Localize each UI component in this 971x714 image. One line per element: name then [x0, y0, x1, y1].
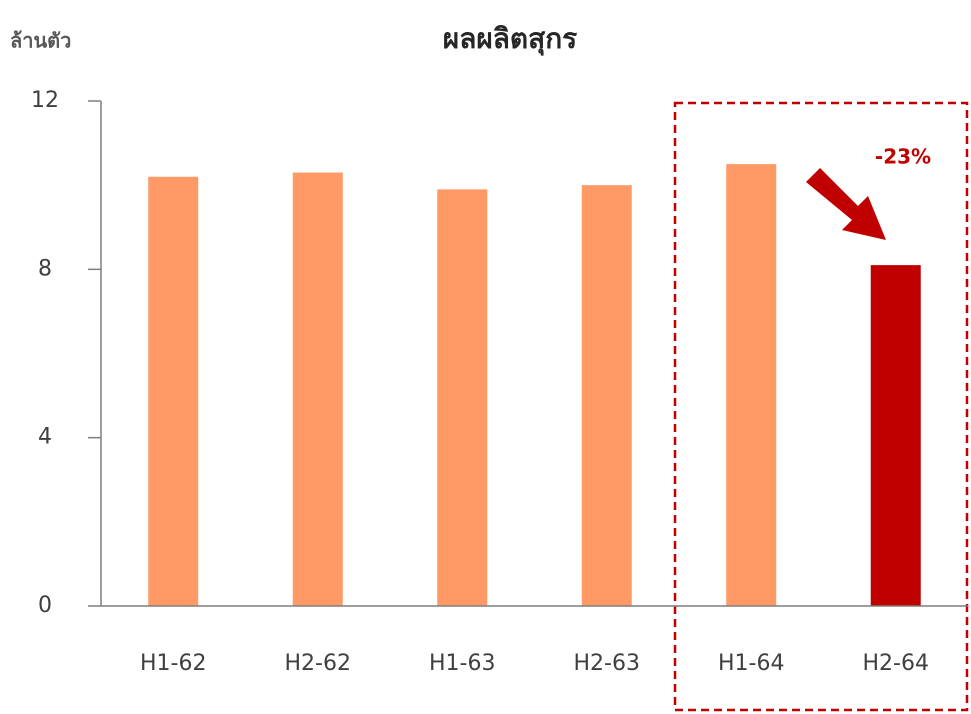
y-axis-label: ล้านตัว — [10, 29, 71, 53]
x-tick-label: H2-62 — [285, 651, 351, 676]
bar — [581, 185, 632, 606]
decline-arrow — [806, 168, 886, 240]
x-tick-label: H2-64 — [863, 651, 929, 676]
chart-title: ผลผลิตสุกร — [443, 22, 577, 56]
x-tick-label: H1-62 — [140, 651, 206, 676]
bar — [148, 176, 199, 606]
highlight-box — [673, 101, 969, 712]
bar — [726, 164, 777, 606]
y-tick-label: 8 — [38, 256, 52, 281]
bar — [870, 265, 921, 606]
x-tick-label: H2-63 — [574, 651, 640, 676]
y-tick-label: 0 — [38, 593, 52, 618]
x-tick-label: H1-63 — [429, 651, 495, 676]
bar — [292, 172, 343, 606]
bar — [437, 189, 488, 606]
x-tick-label: H1-64 — [718, 651, 784, 676]
annotation: -23% — [875, 145, 931, 169]
y-tick-label: 12 — [31, 88, 59, 113]
y-tick-label: 4 — [38, 425, 52, 450]
